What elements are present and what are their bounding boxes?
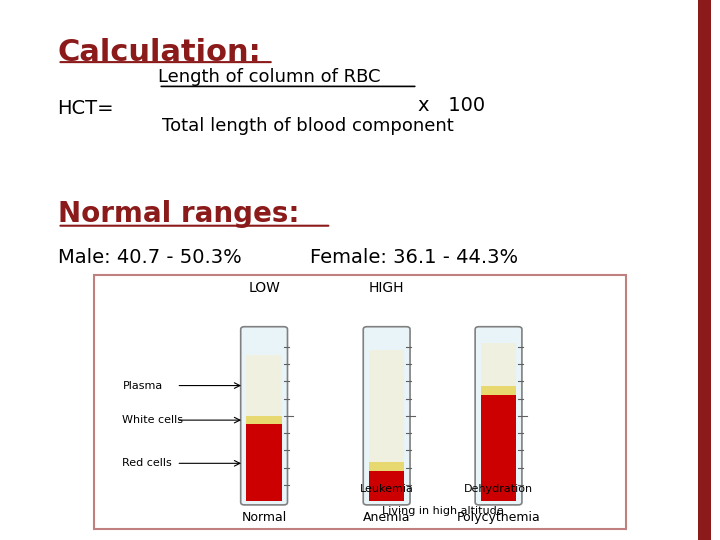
Bar <box>481 343 516 387</box>
Text: Total length of blood component: Total length of blood component <box>162 117 454 135</box>
Text: x   100: x 100 <box>418 96 485 115</box>
FancyBboxPatch shape <box>240 327 287 505</box>
Text: Anemia: Anemia <box>363 511 410 524</box>
Bar <box>369 469 405 501</box>
Text: White cells: White cells <box>122 415 184 425</box>
Text: Leukemia: Leukemia <box>360 484 413 494</box>
Bar <box>369 350 405 462</box>
Bar <box>481 387 516 395</box>
FancyBboxPatch shape <box>475 327 522 505</box>
Bar <box>369 462 405 471</box>
Text: LOW: LOW <box>248 281 280 295</box>
Text: Dehydration: Dehydration <box>464 484 533 494</box>
Text: Normal ranges:: Normal ranges: <box>58 200 299 228</box>
Text: Polycythemia: Polycythemia <box>456 511 541 524</box>
Bar <box>246 423 282 501</box>
Text: Male: 40.7 - 50.3%: Male: 40.7 - 50.3% <box>58 248 241 267</box>
Text: Plasma: Plasma <box>122 381 163 390</box>
Text: Calculation:: Calculation: <box>58 38 261 67</box>
Text: Red cells: Red cells <box>122 458 172 468</box>
FancyBboxPatch shape <box>94 275 626 529</box>
Text: Living in high altitude: Living in high altitude <box>382 505 503 516</box>
Text: HCT=: HCT= <box>58 98 114 118</box>
Bar <box>481 394 516 501</box>
Text: HIGH: HIGH <box>369 281 405 295</box>
Bar <box>698 0 711 540</box>
FancyBboxPatch shape <box>364 327 410 505</box>
Bar <box>246 416 282 424</box>
Bar <box>246 355 282 416</box>
Text: Female: 36.1 - 44.3%: Female: 36.1 - 44.3% <box>310 248 518 267</box>
Text: Normal: Normal <box>241 511 287 524</box>
Text: Length of column of RBC: Length of column of RBC <box>158 69 381 86</box>
